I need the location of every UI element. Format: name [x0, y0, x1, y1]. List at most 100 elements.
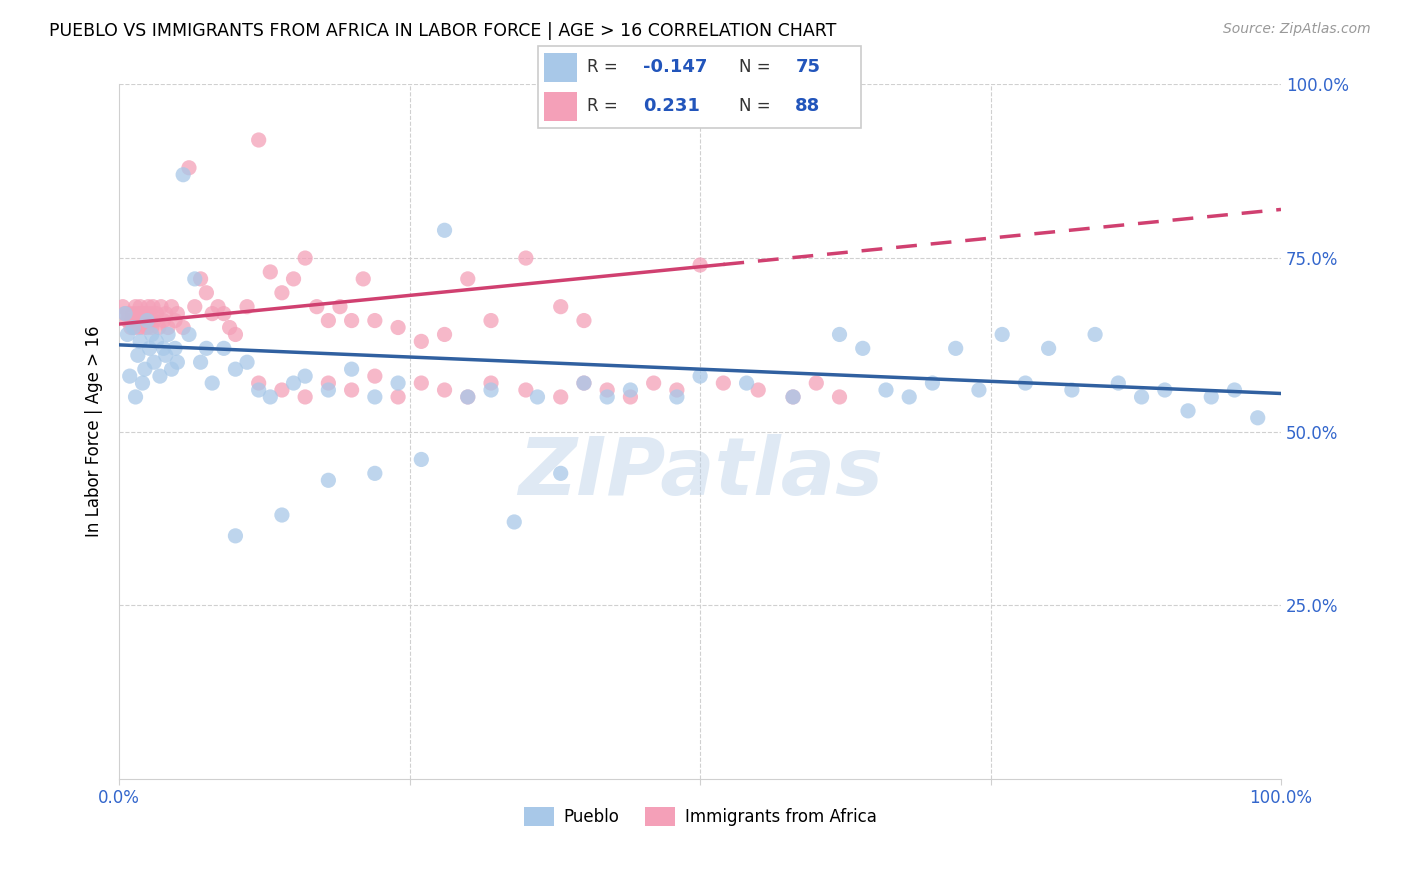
Y-axis label: In Labor Force | Age > 16: In Labor Force | Age > 16: [86, 326, 103, 537]
Text: 0.231: 0.231: [644, 97, 700, 115]
Point: [236, 300, 259, 314]
Point: [1223, 383, 1246, 397]
Point: [364, 467, 387, 481]
Point: [155, 307, 177, 321]
Point: [643, 376, 665, 390]
Point: [143, 313, 166, 327]
Point: [433, 327, 456, 342]
Point: [1060, 383, 1083, 397]
Point: [387, 320, 409, 334]
Point: [184, 272, 207, 286]
Point: [212, 342, 235, 356]
Point: [352, 272, 374, 286]
Point: [596, 390, 619, 404]
Point: [135, 307, 157, 321]
Point: [155, 348, 177, 362]
Point: [411, 334, 433, 349]
Point: [136, 313, 159, 327]
Point: [364, 390, 387, 404]
Point: [1199, 390, 1222, 404]
Point: [340, 383, 363, 397]
Point: [117, 327, 139, 342]
Point: [114, 307, 136, 321]
Point: [689, 258, 711, 272]
Point: [136, 320, 159, 334]
Point: [318, 313, 340, 327]
Point: [152, 313, 174, 327]
Point: [166, 307, 188, 321]
Point: [515, 383, 537, 397]
Bar: [544, 54, 578, 82]
Point: [124, 390, 146, 404]
Point: [1247, 410, 1270, 425]
Point: [364, 369, 387, 384]
Point: [143, 355, 166, 369]
Point: [526, 390, 548, 404]
Point: [852, 342, 875, 356]
Point: [111, 300, 134, 314]
Point: [184, 300, 207, 314]
Point: [190, 272, 212, 286]
Point: [152, 342, 174, 356]
Point: [294, 251, 316, 265]
Point: [318, 376, 340, 390]
Point: [163, 313, 186, 327]
Point: [1153, 383, 1175, 397]
Point: [1038, 342, 1060, 356]
Point: [201, 307, 224, 321]
Point: [129, 300, 152, 314]
Point: [145, 307, 167, 321]
Point: [138, 342, 160, 356]
Point: [550, 300, 572, 314]
Point: [596, 383, 619, 397]
Point: [207, 300, 229, 314]
Point: [166, 355, 188, 369]
Point: [114, 307, 136, 321]
Point: [247, 383, 270, 397]
Text: -0.147: -0.147: [644, 59, 707, 77]
Point: [572, 313, 595, 327]
Point: [479, 313, 502, 327]
Point: [735, 376, 758, 390]
Point: [1107, 376, 1129, 390]
Point: [218, 320, 240, 334]
Point: [120, 320, 142, 334]
Point: [212, 307, 235, 321]
Point: [118, 369, 141, 384]
Point: [689, 369, 711, 384]
Point: [457, 272, 479, 286]
Point: [921, 376, 943, 390]
Point: [364, 313, 387, 327]
Point: [782, 390, 804, 404]
Point: [340, 313, 363, 327]
Point: [163, 342, 186, 356]
Point: [945, 342, 967, 356]
Text: R =: R =: [588, 59, 623, 77]
Point: [665, 383, 688, 397]
Point: [457, 390, 479, 404]
Point: [131, 307, 153, 321]
Legend: Pueblo, Immigrants from Africa: Pueblo, Immigrants from Africa: [517, 800, 883, 833]
Point: [122, 320, 145, 334]
Point: [190, 355, 212, 369]
Point: [294, 390, 316, 404]
Text: N =: N =: [740, 59, 776, 77]
Text: Source: ZipAtlas.com: Source: ZipAtlas.com: [1223, 22, 1371, 37]
Point: [259, 265, 281, 279]
Point: [433, 223, 456, 237]
Bar: [544, 92, 578, 120]
Point: [433, 383, 456, 397]
Point: [177, 327, 200, 342]
Point: [550, 390, 572, 404]
Point: [271, 285, 294, 300]
Point: [124, 320, 146, 334]
Point: [457, 390, 479, 404]
Point: [117, 313, 139, 327]
Point: [305, 300, 328, 314]
Point: [1130, 390, 1153, 404]
Point: [806, 376, 828, 390]
Point: [503, 515, 526, 529]
Point: [124, 300, 146, 314]
Point: [411, 452, 433, 467]
Point: [619, 383, 641, 397]
